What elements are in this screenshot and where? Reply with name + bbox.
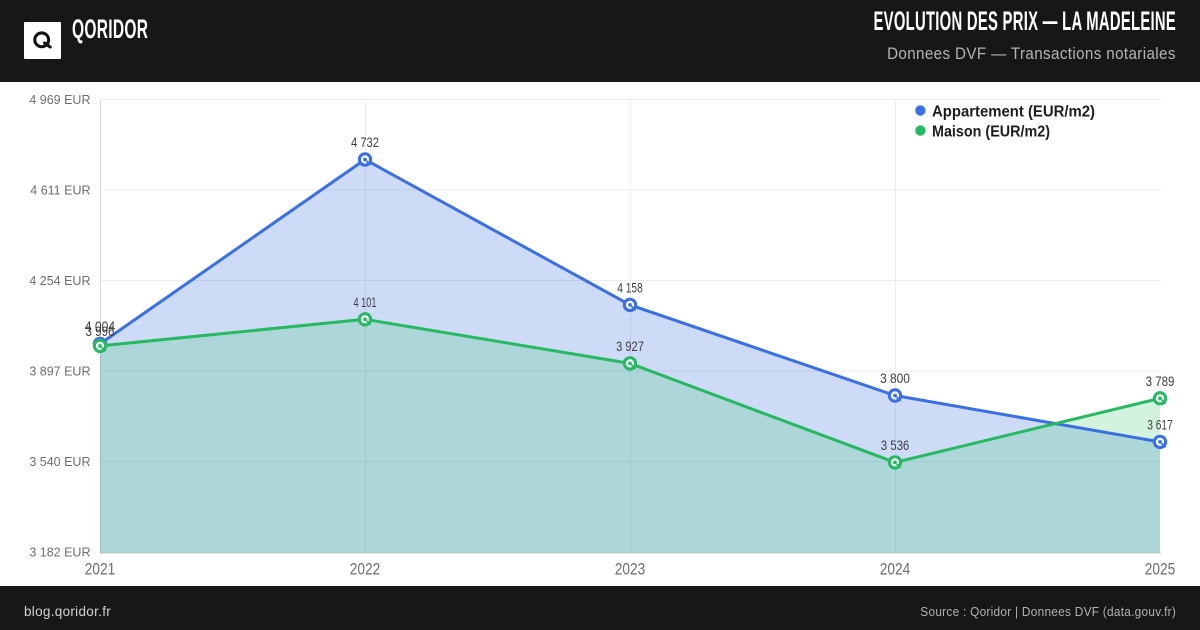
svg-text:3 927: 3 927: [616, 338, 644, 354]
svg-text:4 254 EUR: 4 254 EUR: [29, 274, 90, 288]
svg-text:2025: 2025: [1145, 561, 1176, 579]
svg-text:3 182 EUR: 3 182 EUR: [29, 546, 90, 560]
svg-text:4 101: 4 101: [354, 294, 377, 310]
svg-text:3 617: 3 617: [1147, 417, 1173, 433]
svg-text:3 789: 3 789: [1146, 373, 1175, 389]
svg-text:2023: 2023: [615, 561, 646, 579]
svg-text:4 158: 4 158: [617, 280, 643, 296]
svg-text:3 540 EUR: 3 540 EUR: [29, 455, 90, 469]
svg-text:3 996: 3 996: [86, 323, 115, 339]
svg-text:3 897 EUR: 3 897 EUR: [29, 365, 90, 379]
svg-text:2021: 2021: [85, 561, 116, 579]
svg-text:4 969 EUR: 4 969 EUR: [29, 93, 90, 107]
svg-text:2024: 2024: [880, 561, 911, 579]
svg-text:3 536: 3 536: [881, 437, 910, 453]
svg-text:4 004: 4 004: [85, 318, 116, 334]
svg-text:4 611 EUR: 4 611 EUR: [30, 184, 90, 198]
svg-text:Appartement (EUR/m2): Appartement (EUR/m2): [932, 104, 1095, 121]
svg-text:4 732: 4 732: [351, 134, 379, 150]
svg-text:2022: 2022: [350, 561, 381, 579]
svg-text:3 800: 3 800: [880, 370, 910, 386]
svg-text:Maison (EUR/m2): Maison (EUR/m2): [932, 124, 1050, 141]
